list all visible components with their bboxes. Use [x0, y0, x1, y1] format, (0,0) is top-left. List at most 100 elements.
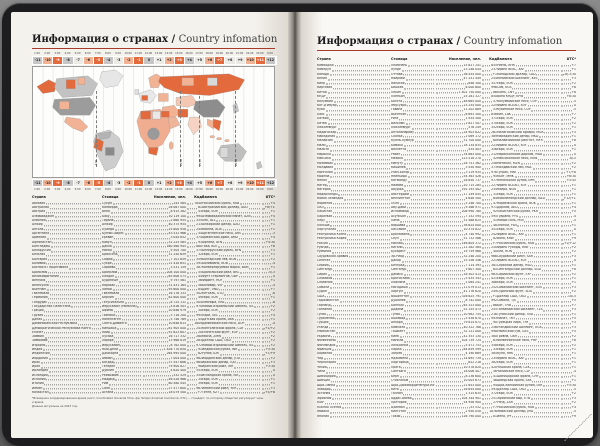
timezone-time-label: 22:00	[245, 52, 254, 55]
cell-capital: Берлин	[102, 296, 142, 299]
cell-population: 10 119 100	[142, 215, 186, 218]
table-row: Куба Гавана 11 202 889 53 Кубинское песо, CU…	[317, 107, 576, 111]
cell-population: 79 814 871	[435, 321, 481, 324]
cell-capital: Варшава	[391, 224, 435, 227]
cell-capital: Буэнос-Айрес	[102, 232, 142, 235]
cell-utc: +2	[261, 309, 275, 312]
cell-country: Замбия	[32, 335, 102, 338]
cell-currency: Юань, CNY	[497, 91, 560, 94]
cell-utc: +6	[560, 86, 576, 89]
cell-code: 237	[481, 68, 497, 71]
table-row: Государство Палестина Иерусалим (Рамалла)…	[32, 304, 275, 308]
cell-country: Эстония	[317, 392, 391, 395]
cell-currency: Манат, TMT	[497, 317, 560, 320]
cell-population: 4 190 669	[435, 352, 481, 355]
table-row: Финляндия Хельсинки 5 471 753 358 Евро, EUR +…	[317, 343, 576, 347]
cell-capital: Сеул	[391, 237, 435, 240]
cell-code: 216	[481, 313, 497, 316]
cell-currency: Евро, EUR	[497, 148, 560, 151]
cell-utc: +7	[261, 288, 275, 291]
cell-utc: +2	[560, 122, 576, 125]
cell-country: Финляндия	[317, 344, 391, 347]
cell-population: 15 256 346	[435, 259, 481, 262]
table-row: Македония Скопье 2 069 172 389 Македонский д…	[317, 134, 576, 138]
table-row: Колумбия Богота 48 665 000 57 Колумбийское п…	[317, 99, 576, 103]
cell-code: 967	[186, 387, 202, 390]
table-row: США Вашингтон 326 625 791 +1 Доллар США, USD…	[317, 294, 576, 298]
cell-population: 46 528 966	[142, 378, 186, 381]
cell-currency: Кип, LAK	[497, 113, 560, 116]
cell-utc: 0	[560, 153, 576, 156]
cell-code: 64	[481, 197, 497, 200]
cell-code: 235	[481, 357, 497, 360]
cell-capital: Тегеран	[102, 365, 142, 368]
cell-utc: -5	[560, 388, 576, 391]
cell-capital: Ямусукро	[391, 104, 435, 107]
cell-utc: +5:45	[560, 179, 576, 182]
cell-population: 7 114 393	[435, 264, 481, 267]
table-row: Кения Найроби 47 251 449 254 Кенийский шилли…	[317, 76, 576, 80]
cell-utc: +3	[261, 387, 275, 390]
cell-code: 385	[481, 352, 497, 355]
table-row: Люксембург Люксембург 576 249 352 Евро, EUR +…	[317, 125, 576, 129]
cell-currency: Угандийский шиллинг, UGX	[497, 326, 560, 329]
cell-utc: +12/+12:45	[560, 197, 576, 200]
cell-country: Казахстан	[32, 391, 102, 394]
table-row: Великобритания Лондон 65 808 573 44 Фунт сте…	[32, 274, 275, 278]
timezone-time-label: 0:00	[267, 188, 273, 191]
cell-population: 28 850 717	[435, 179, 481, 182]
cell-capital: София	[102, 258, 142, 261]
cell-utc: +6	[261, 245, 275, 248]
timezone-time-label: 5:00	[74, 188, 81, 191]
cell-capital: Кабул	[102, 241, 142, 244]
cell-population: 4 620 400	[142, 369, 186, 372]
cell-utc: +2	[560, 273, 576, 276]
cell-code: 49	[186, 296, 202, 299]
cell-utc: +7	[560, 304, 576, 307]
table-row: Ирак Багдад 37 547 686 964 Иракский динар, I…	[32, 360, 275, 364]
cell-capital: Рабат	[391, 153, 435, 156]
cell-currency: Танзанийский шиллинг, TZS	[497, 308, 560, 311]
cell-population: 32 225 565	[142, 241, 186, 244]
cell-currency: Ямайский доллар, JMD	[497, 410, 560, 413]
cell-code: +7	[186, 391, 202, 394]
cell-currency: Евро, EUR	[497, 122, 560, 125]
cell-currency: Евро, EUR	[497, 228, 560, 231]
table-row: Мексика Мехико 123 518 270 52 Мексиканское п…	[317, 156, 576, 160]
cell-code: 261	[481, 131, 497, 134]
cell-capital: Додома	[391, 308, 435, 311]
cell-utc: +1	[560, 224, 576, 227]
table-row: Лаос Вьентьян 6 693 300 856 Кип, LAK +7	[317, 112, 576, 116]
table-row: Мальта Валлетта 434 403 356 Евро, EUR +1	[317, 147, 576, 151]
cell-utc: +8	[560, 339, 576, 342]
timezone-offset-cell: -7	[73, 57, 84, 64]
table-row: Эфиопия Аддис-Абеба 104 344 901 251 Эфиопски…	[317, 396, 576, 400]
cell-capital: Бангкок	[391, 304, 435, 307]
cell-capital: Афины	[102, 309, 142, 312]
timezone-offset-cell: +4	[184, 179, 195, 186]
cell-code: 375	[186, 249, 202, 252]
cell-population: 16 717 332	[142, 335, 186, 338]
cell-capital: Аддис-Абеба	[391, 397, 435, 400]
cell-country: Мозамбик	[317, 162, 391, 165]
cell-utc: +1	[261, 382, 275, 385]
cell-currency: Шведская крона, SEK	[497, 379, 560, 382]
cell-currency: Узбекский сум, UZS	[497, 330, 560, 333]
cell-currency: Вона КНДР, KPW	[497, 95, 560, 98]
cell-currency: Колумбийское песо, COP	[497, 100, 560, 103]
cell-currency: Саудовский риял, SAR	[497, 255, 560, 258]
cell-capital: Вашингтон	[391, 295, 435, 298]
cell-currency: Боливар, VEF	[202, 284, 261, 287]
cell-code: 387	[186, 266, 202, 269]
timezone-offset-cell: +6	[205, 179, 216, 186]
cell-population: 19 759 968	[435, 250, 481, 253]
cell-code: +1	[481, 295, 497, 298]
cell-code: 502	[186, 292, 202, 295]
cell-population: 3 119 935	[435, 171, 481, 174]
cell-code: 43	[186, 210, 202, 213]
timezone-offset-cell: +12	[265, 57, 276, 64]
timezone-time-label: 9:00	[115, 52, 121, 55]
cell-country: Нигер	[317, 184, 391, 187]
timezone-offset-cell: +7	[215, 179, 226, 186]
cell-population: 79 900 827	[142, 365, 186, 368]
